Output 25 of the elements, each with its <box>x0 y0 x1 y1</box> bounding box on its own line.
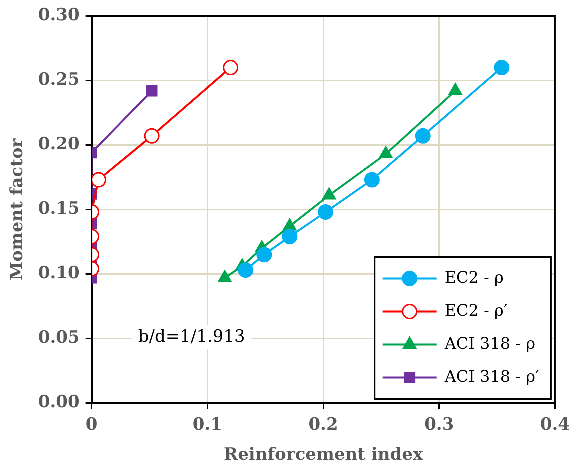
point <box>238 262 254 278</box>
point <box>282 229 298 245</box>
legend-label: ACI 318 - ρ′ <box>444 366 540 386</box>
point <box>415 128 431 144</box>
legend-label: EC2 - ρ′ <box>444 300 508 320</box>
y-tick-label: 0.00 <box>38 392 80 413</box>
x-tick-label: 0.4 <box>540 414 570 435</box>
x-tick-label: 0 <box>86 414 98 435</box>
x-tick-label: 0.1 <box>192 414 222 435</box>
x-tick-label: 0.3 <box>424 414 454 435</box>
point <box>256 247 272 263</box>
y-tick-label: 0.05 <box>38 328 80 348</box>
point <box>364 172 380 188</box>
point <box>318 204 334 220</box>
y-tick-label: 0.25 <box>38 70 80 90</box>
y-tick-label: 0.10 <box>38 264 80 284</box>
y-tick-label: 0.15 <box>38 199 80 220</box>
legend-label: EC2 - ρ <box>444 268 504 287</box>
x-tick-label: 0.2 <box>308 414 338 435</box>
legend-label: ACI 318 - ρ <box>444 334 536 353</box>
y-axis-title: Moment factor <box>8 138 28 281</box>
y-tick-label: 0.30 <box>38 6 80 26</box>
annotation: b/d=1/1.913 <box>138 326 246 347</box>
x-axis-title: Reinforcement index <box>224 445 424 466</box>
y-tick-label: 0.20 <box>38 134 80 155</box>
